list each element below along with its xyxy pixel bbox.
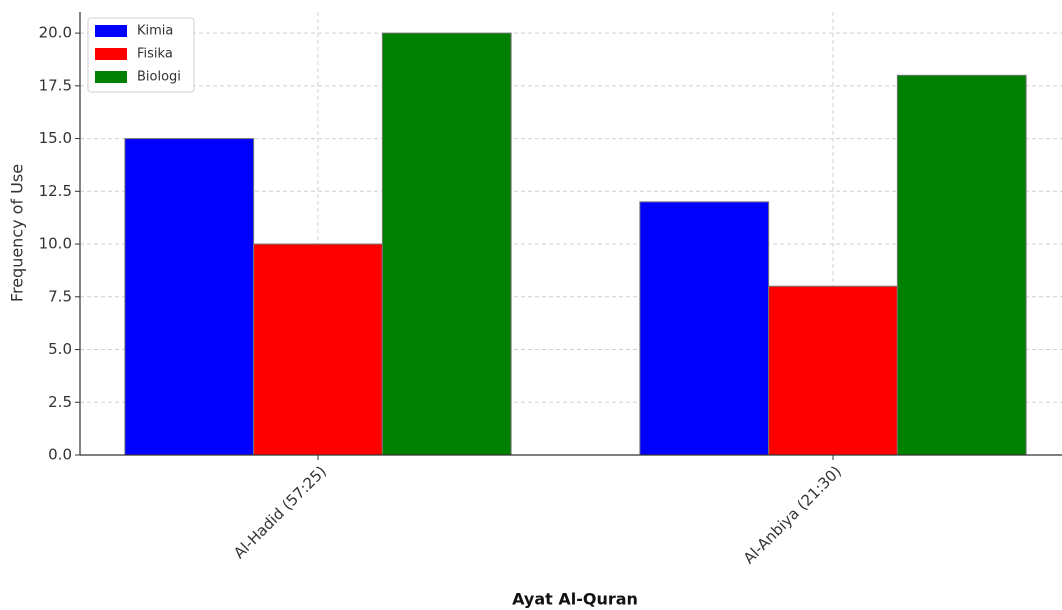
bar: [253, 243, 383, 456]
bar: [896, 74, 1027, 456]
x-axis-label: Ayat Al-Quran: [512, 590, 638, 609]
bar: [639, 201, 770, 456]
bar: [381, 32, 512, 456]
x-tick-label: Al-Anbiya (21:30): [740, 462, 845, 567]
y-tick-label: 7.5: [48, 287, 72, 305]
y-tick-label: 15.0: [39, 129, 72, 147]
legend: Kimia Fisika Biologi: [87, 17, 195, 93]
y-tick-label: 2.5: [48, 393, 72, 411]
y-axis-label: Frequency of Use: [8, 164, 27, 302]
y-tick-label: 17.5: [39, 76, 72, 94]
bar: [768, 285, 898, 456]
y-tick-label: 5.0: [48, 340, 72, 358]
legend-swatch: [95, 71, 127, 83]
bar: [124, 138, 255, 456]
legend-label: Kimia: [137, 24, 173, 39]
legend-label: Biologi: [137, 70, 181, 85]
y-tick-label: 0.0: [48, 446, 72, 464]
y-tick-label: 12.5: [39, 182, 72, 200]
legend-label: Fisika: [137, 47, 173, 62]
y-tick-label: 20.0: [39, 24, 72, 42]
x-tick-label: Al-Hadid (57:25): [230, 462, 330, 562]
legend-swatch: [95, 25, 127, 37]
legend-swatch: [95, 48, 127, 60]
y-tick-label: 10.0: [39, 235, 72, 253]
